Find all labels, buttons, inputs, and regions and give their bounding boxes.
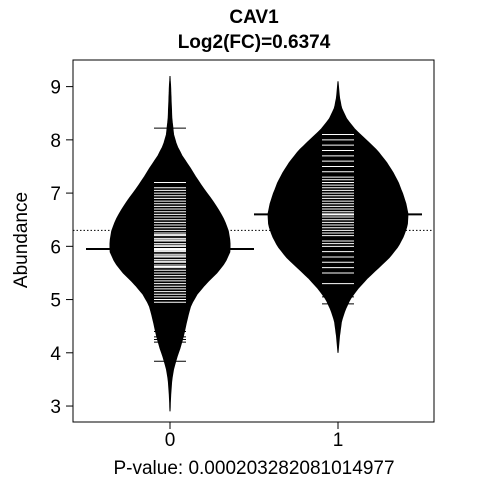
y-tick-label: 7 [50, 184, 61, 205]
x-axis-label: P-value: 0.000203282081014977 [113, 458, 394, 479]
y-tick-label: 3 [50, 397, 61, 418]
chart-title: CAV1 [229, 7, 279, 28]
chart-subtitle: Log2(FC)=0.6374 [178, 32, 331, 53]
y-tick-label: 8 [50, 131, 61, 152]
y-tick-label: 9 [50, 78, 61, 99]
y-tick-label: 5 [50, 291, 61, 312]
x-tick-label: 1 [333, 430, 344, 451]
plot-frame [72, 59, 435, 423]
x-tick-label: 0 [165, 430, 176, 451]
plot-area: 3 4 5 6 7 8 9 0 1 [50, 59, 435, 451]
y-axis-label: Abundance [11, 192, 32, 288]
y-tick-label: 4 [50, 344, 61, 365]
y-tick-label: 6 [50, 237, 61, 258]
